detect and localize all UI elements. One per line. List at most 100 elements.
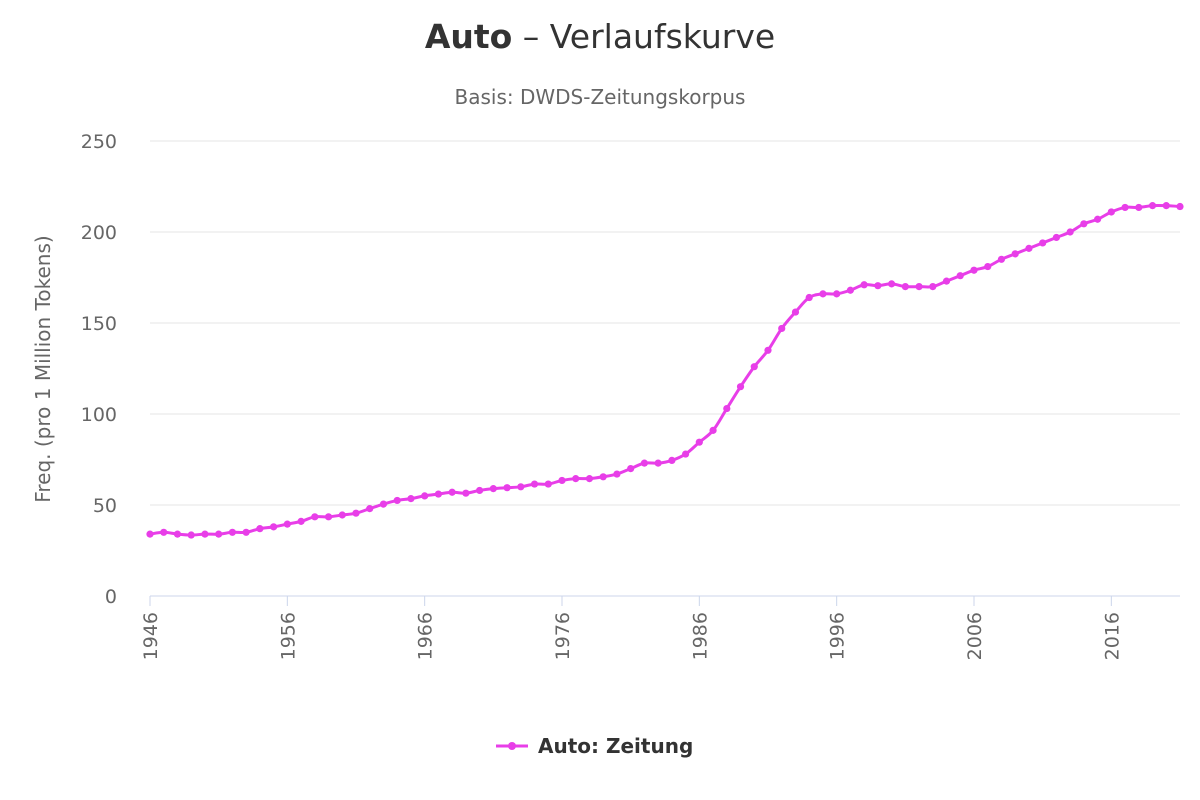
data-point[interactable] bbox=[187, 531, 195, 539]
data-point[interactable] bbox=[270, 523, 278, 531]
data-point[interactable] bbox=[860, 281, 868, 289]
data-point[interactable] bbox=[585, 475, 594, 483]
data-point[interactable] bbox=[874, 282, 882, 290]
data-point[interactable] bbox=[407, 495, 415, 503]
data-point[interactable] bbox=[160, 528, 168, 536]
y-axis-tick-labels: 0 50 100 150 200 250 bbox=[81, 131, 117, 608]
y-tick-label: 100 bbox=[81, 404, 117, 426]
data-point[interactable] bbox=[338, 511, 346, 519]
legend[interactable]: Auto: Zeitung bbox=[496, 734, 693, 758]
data-point[interactable] bbox=[764, 346, 772, 354]
data-point[interactable] bbox=[640, 459, 649, 467]
data-point[interactable] bbox=[1135, 203, 1143, 212]
data-point[interactable] bbox=[1052, 233, 1060, 242]
data-point[interactable] bbox=[709, 426, 717, 434]
data-point[interactable] bbox=[695, 438, 703, 446]
data-point[interactable] bbox=[215, 530, 223, 538]
data-point[interactable] bbox=[956, 272, 964, 280]
data-point[interactable] bbox=[558, 476, 566, 485]
data-point[interactable] bbox=[544, 480, 552, 488]
data-point[interactable] bbox=[942, 277, 951, 285]
data-point[interactable] bbox=[1011, 250, 1019, 258]
data-point[interactable] bbox=[736, 383, 745, 391]
data-point[interactable] bbox=[572, 475, 580, 483]
y-tick-label: 200 bbox=[81, 222, 117, 244]
data-point[interactable] bbox=[434, 490, 442, 498]
x-tick-label: 1986 bbox=[689, 612, 711, 660]
data-point[interactable] bbox=[421, 492, 429, 500]
x-tick-label: 2016 bbox=[1101, 612, 1123, 660]
data-point[interactable] bbox=[833, 290, 841, 298]
data-point[interactable] bbox=[1094, 215, 1102, 223]
data-point[interactable] bbox=[915, 283, 923, 291]
data-point[interactable] bbox=[476, 486, 484, 495]
data-point[interactable] bbox=[503, 484, 511, 492]
data-point[interactable] bbox=[613, 470, 621, 478]
data-point[interactable] bbox=[1025, 244, 1033, 252]
data-point[interactable] bbox=[723, 404, 731, 413]
x-tick-label: 1976 bbox=[552, 612, 574, 660]
data-point[interactable] bbox=[489, 485, 497, 493]
grid-lines bbox=[150, 140, 1180, 506]
data-point[interactable] bbox=[805, 293, 813, 302]
data-point[interactable] bbox=[819, 290, 827, 298]
data-point[interactable] bbox=[1066, 228, 1074, 236]
data-point[interactable] bbox=[1107, 208, 1115, 216]
data-point[interactable] bbox=[283, 520, 291, 528]
x-tick-label: 1966 bbox=[415, 612, 437, 660]
data-point[interactable] bbox=[1039, 239, 1047, 247]
data-point[interactable] bbox=[984, 262, 992, 271]
data-point[interactable] bbox=[393, 496, 401, 505]
data-point[interactable] bbox=[517, 483, 525, 491]
data-point[interactable] bbox=[297, 517, 305, 525]
x-tick-label: 1956 bbox=[277, 612, 299, 660]
chart-title-rest: – Verlaufskurve bbox=[512, 17, 775, 56]
data-point[interactable] bbox=[530, 480, 539, 488]
data-point[interactable] bbox=[846, 286, 855, 294]
data-point[interactable] bbox=[997, 255, 1006, 263]
data-point[interactable] bbox=[682, 450, 690, 458]
data-point[interactable] bbox=[366, 505, 374, 513]
data-point[interactable] bbox=[462, 489, 470, 497]
data-point[interactable] bbox=[201, 530, 209, 538]
data-point[interactable] bbox=[1121, 203, 1129, 212]
data-point[interactable] bbox=[791, 308, 800, 316]
y-tick-label: 0 bbox=[105, 586, 117, 608]
data-point[interactable] bbox=[1080, 220, 1088, 228]
chart-subtitle: Basis: DWDS-Zeitungskorpus bbox=[455, 85, 746, 109]
data-point[interactable] bbox=[352, 509, 360, 517]
data-point[interactable] bbox=[599, 473, 607, 481]
data-point[interactable] bbox=[888, 280, 896, 288]
data-point[interactable] bbox=[228, 528, 236, 536]
data-point[interactable] bbox=[778, 324, 786, 333]
data-point[interactable] bbox=[654, 459, 662, 467]
x-axis: 1946 1956 1966 1976 1986 1996 2006 2016 bbox=[140, 595, 1180, 660]
x-tick-label: 1946 bbox=[140, 612, 162, 660]
data-point[interactable] bbox=[173, 530, 182, 538]
data-point[interactable] bbox=[256, 525, 264, 533]
data-point[interactable] bbox=[448, 488, 456, 496]
data-point[interactable] bbox=[324, 513, 333, 521]
data-point[interactable] bbox=[1176, 202, 1184, 211]
x-tick-label: 1996 bbox=[827, 612, 849, 660]
data-point[interactable] bbox=[901, 283, 909, 291]
series-layer bbox=[146, 202, 1184, 539]
y-tick-label: 150 bbox=[81, 313, 117, 335]
legend-marker-icon bbox=[508, 742, 516, 750]
y-tick-label: 50 bbox=[93, 495, 117, 517]
data-point[interactable] bbox=[242, 528, 250, 536]
data-point[interactable] bbox=[970, 266, 978, 274]
data-point[interactable] bbox=[1148, 202, 1157, 210]
data-point[interactable] bbox=[311, 513, 319, 521]
data-point[interactable] bbox=[627, 465, 635, 473]
data-point[interactable] bbox=[668, 456, 676, 465]
data-point[interactable] bbox=[1162, 202, 1170, 210]
x-tick-label: 2006 bbox=[964, 612, 986, 660]
data-point[interactable] bbox=[379, 500, 388, 508]
chart-title-keyword: Auto bbox=[425, 17, 512, 56]
data-point[interactable] bbox=[146, 530, 154, 538]
y-tick-label: 250 bbox=[81, 131, 117, 153]
data-point[interactable] bbox=[929, 283, 937, 291]
data-point[interactable] bbox=[750, 363, 758, 371]
